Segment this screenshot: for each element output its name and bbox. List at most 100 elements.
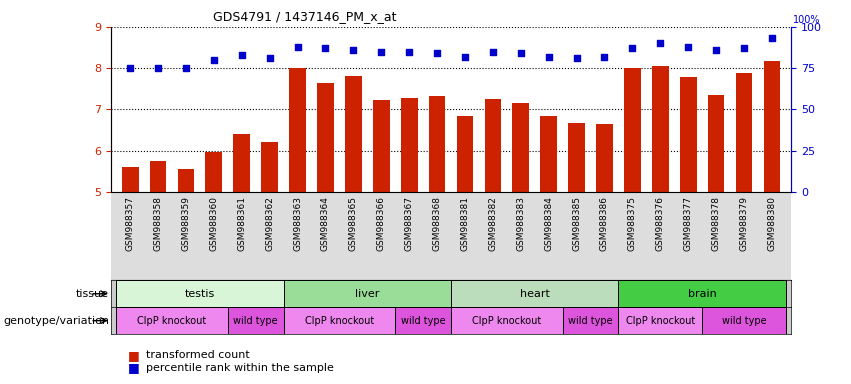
Point <box>737 45 751 51</box>
Bar <box>735 73 752 192</box>
Text: liver: liver <box>355 289 380 299</box>
Bar <box>233 134 250 192</box>
Bar <box>708 95 724 192</box>
Text: GSM988368: GSM988368 <box>432 197 442 252</box>
Point <box>235 52 248 58</box>
Bar <box>429 96 445 192</box>
Text: GSM988379: GSM988379 <box>740 197 749 252</box>
Text: GSM988367: GSM988367 <box>405 197 414 252</box>
Bar <box>484 99 501 192</box>
Bar <box>763 61 780 192</box>
Text: GSM988360: GSM988360 <box>209 197 219 252</box>
Text: ClpP knockout: ClpP knockout <box>625 316 695 326</box>
Text: ClpP knockout: ClpP knockout <box>137 316 207 326</box>
Point <box>291 44 305 50</box>
Point <box>570 55 584 61</box>
Text: GSM988380: GSM988380 <box>768 197 776 252</box>
Bar <box>451 280 619 307</box>
Text: GSM988384: GSM988384 <box>544 197 553 251</box>
Text: genotype/variation: genotype/variation <box>3 316 109 326</box>
Text: GSM988363: GSM988363 <box>293 197 302 252</box>
Bar <box>373 100 390 192</box>
Point <box>346 47 360 53</box>
Point <box>374 49 388 55</box>
Text: GSM988376: GSM988376 <box>656 197 665 252</box>
Bar <box>283 307 395 334</box>
Text: percentile rank within the sample: percentile rank within the sample <box>146 363 334 373</box>
Text: GSM988383: GSM988383 <box>517 197 525 252</box>
Bar <box>680 77 697 192</box>
Point <box>403 49 416 55</box>
Text: transformed count: transformed count <box>146 350 250 360</box>
Bar <box>624 68 641 192</box>
Point <box>542 53 556 60</box>
Point <box>486 49 500 55</box>
Point <box>654 40 667 46</box>
Text: GSM988381: GSM988381 <box>460 197 470 252</box>
Text: GSM988382: GSM988382 <box>488 197 497 251</box>
Bar <box>150 161 167 192</box>
Bar <box>178 169 194 192</box>
Text: GSM988377: GSM988377 <box>683 197 693 252</box>
Text: GSM988365: GSM988365 <box>349 197 358 252</box>
Text: GSM988375: GSM988375 <box>628 197 637 252</box>
Bar <box>401 98 418 192</box>
Text: wild type: wild type <box>401 316 445 326</box>
Point <box>151 65 165 71</box>
Point <box>318 45 332 51</box>
Bar <box>512 103 529 192</box>
Text: GSM988378: GSM988378 <box>711 197 721 252</box>
Bar <box>261 142 278 192</box>
Bar <box>345 76 362 192</box>
Text: ■: ■ <box>128 349 140 362</box>
Bar <box>568 122 585 192</box>
Text: GSM988361: GSM988361 <box>237 197 246 252</box>
Bar <box>619 280 785 307</box>
Point <box>458 53 471 60</box>
Bar <box>652 66 669 192</box>
Bar <box>596 124 613 192</box>
Bar <box>117 280 283 307</box>
Bar <box>563 307 619 334</box>
Text: GDS4791 / 1437146_PM_x_at: GDS4791 / 1437146_PM_x_at <box>213 10 397 23</box>
Text: GSM988359: GSM988359 <box>181 197 191 252</box>
Bar <box>457 116 473 192</box>
Bar <box>702 307 785 334</box>
Text: wild type: wild type <box>722 316 766 326</box>
Bar <box>540 116 557 192</box>
Point <box>180 65 193 71</box>
Bar <box>122 167 139 192</box>
Point <box>263 55 277 61</box>
Text: wild type: wild type <box>233 316 278 326</box>
Point <box>123 65 137 71</box>
Text: GSM988357: GSM988357 <box>126 197 134 252</box>
Bar <box>117 307 228 334</box>
Point <box>514 50 528 56</box>
Bar <box>205 152 222 192</box>
Text: GSM988385: GSM988385 <box>572 197 581 252</box>
Point <box>597 53 611 60</box>
Text: GSM988362: GSM988362 <box>266 197 274 251</box>
Bar <box>283 280 451 307</box>
Bar <box>451 307 563 334</box>
Text: ClpP knockout: ClpP knockout <box>472 316 541 326</box>
Text: GSM988366: GSM988366 <box>377 197 386 252</box>
Text: wild type: wild type <box>568 316 613 326</box>
Text: GSM988386: GSM988386 <box>600 197 609 252</box>
Bar <box>395 307 451 334</box>
Text: heart: heart <box>520 289 550 299</box>
Bar <box>317 83 334 192</box>
Text: testis: testis <box>185 289 215 299</box>
Point <box>765 35 779 41</box>
Bar <box>619 307 702 334</box>
Bar <box>228 307 283 334</box>
Text: GSM988358: GSM988358 <box>153 197 163 252</box>
Point <box>709 47 722 53</box>
Point <box>207 57 220 63</box>
Point <box>682 44 695 50</box>
Text: ■: ■ <box>128 361 140 374</box>
Text: ClpP knockout: ClpP knockout <box>305 316 374 326</box>
Point <box>431 50 444 56</box>
Bar <box>289 68 306 192</box>
Text: tissue: tissue <box>76 289 109 299</box>
